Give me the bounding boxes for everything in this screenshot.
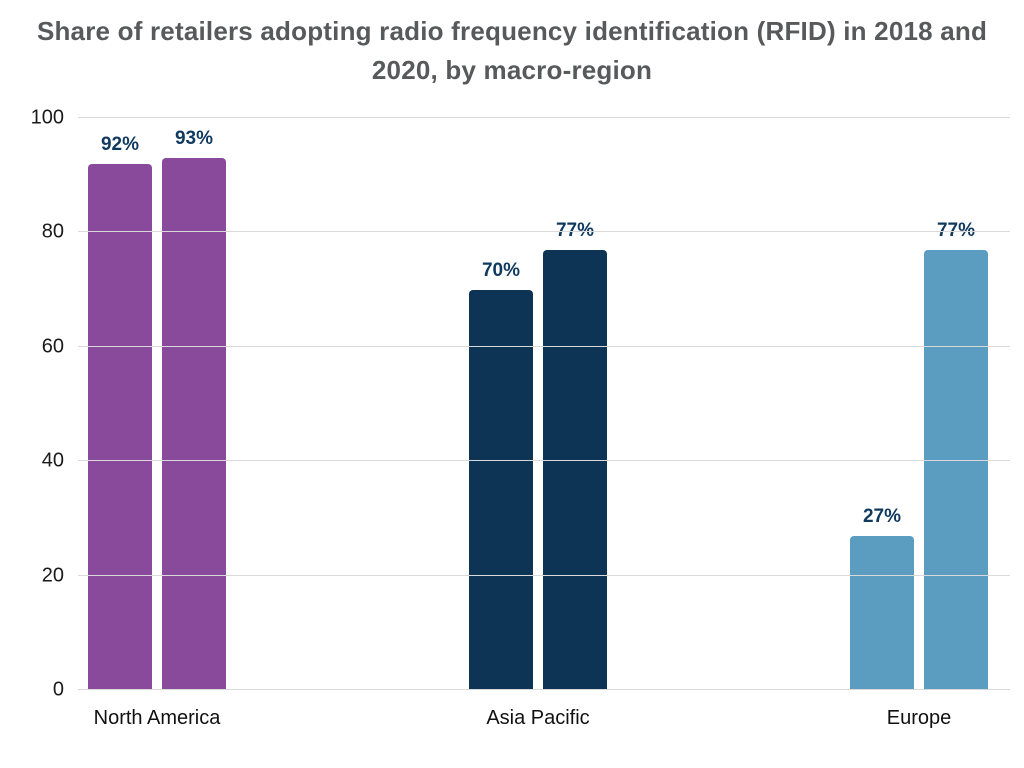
bar-value-label: 77% — [555, 219, 595, 241]
y-tick-label: 100 — [30, 106, 64, 129]
y-tick-label: 20 — [41, 564, 64, 587]
gridline — [78, 345, 1010, 347]
gridline — [78, 460, 1010, 462]
y-tick-label: 40 — [41, 449, 64, 472]
bar-value-label: 92% — [100, 133, 140, 155]
y-tick-label: 60 — [41, 335, 64, 358]
bar-group: 70% 77% Asia Pacific — [469, 118, 607, 729]
bar: 27% — [850, 506, 914, 690]
bar: 77% — [543, 220, 607, 690]
gridline — [78, 117, 1010, 118]
bar: 92% — [88, 134, 152, 690]
bar-value-label: 93% — [174, 128, 214, 150]
bars-row: 92% 93% North America 70% 77% Asia Pacific 27%… — [78, 118, 1010, 729]
y-tick-label: 0 — [52, 678, 64, 701]
bar: 70% — [469, 260, 533, 690]
category-label: Asia Pacific — [486, 707, 590, 729]
gridline — [78, 574, 1010, 576]
bar-group: 27% 77% Europe — [850, 118, 988, 729]
category-label: Europe — [886, 707, 952, 729]
y-tick-label: 80 — [41, 220, 64, 243]
gridline — [78, 231, 1010, 233]
chart-title: Share of retailers adopting radio freque… — [36, 16, 988, 85]
gridline — [78, 689, 1010, 690]
bar-group: 92% 93% North America — [88, 118, 226, 729]
bar-value-label: 70% — [481, 259, 521, 281]
y-axis: 0 20 40 60 80 100 — [0, 107, 68, 701]
bar: 77% — [924, 220, 988, 690]
category-label: North America — [93, 707, 221, 729]
bar-value-label: 77% — [936, 219, 976, 241]
plot-area: 92% 93% North America 70% 77% Asia Pacific 27%… — [78, 117, 1010, 729]
bar-value-label: 27% — [862, 505, 902, 527]
bar: 93% — [162, 128, 226, 690]
